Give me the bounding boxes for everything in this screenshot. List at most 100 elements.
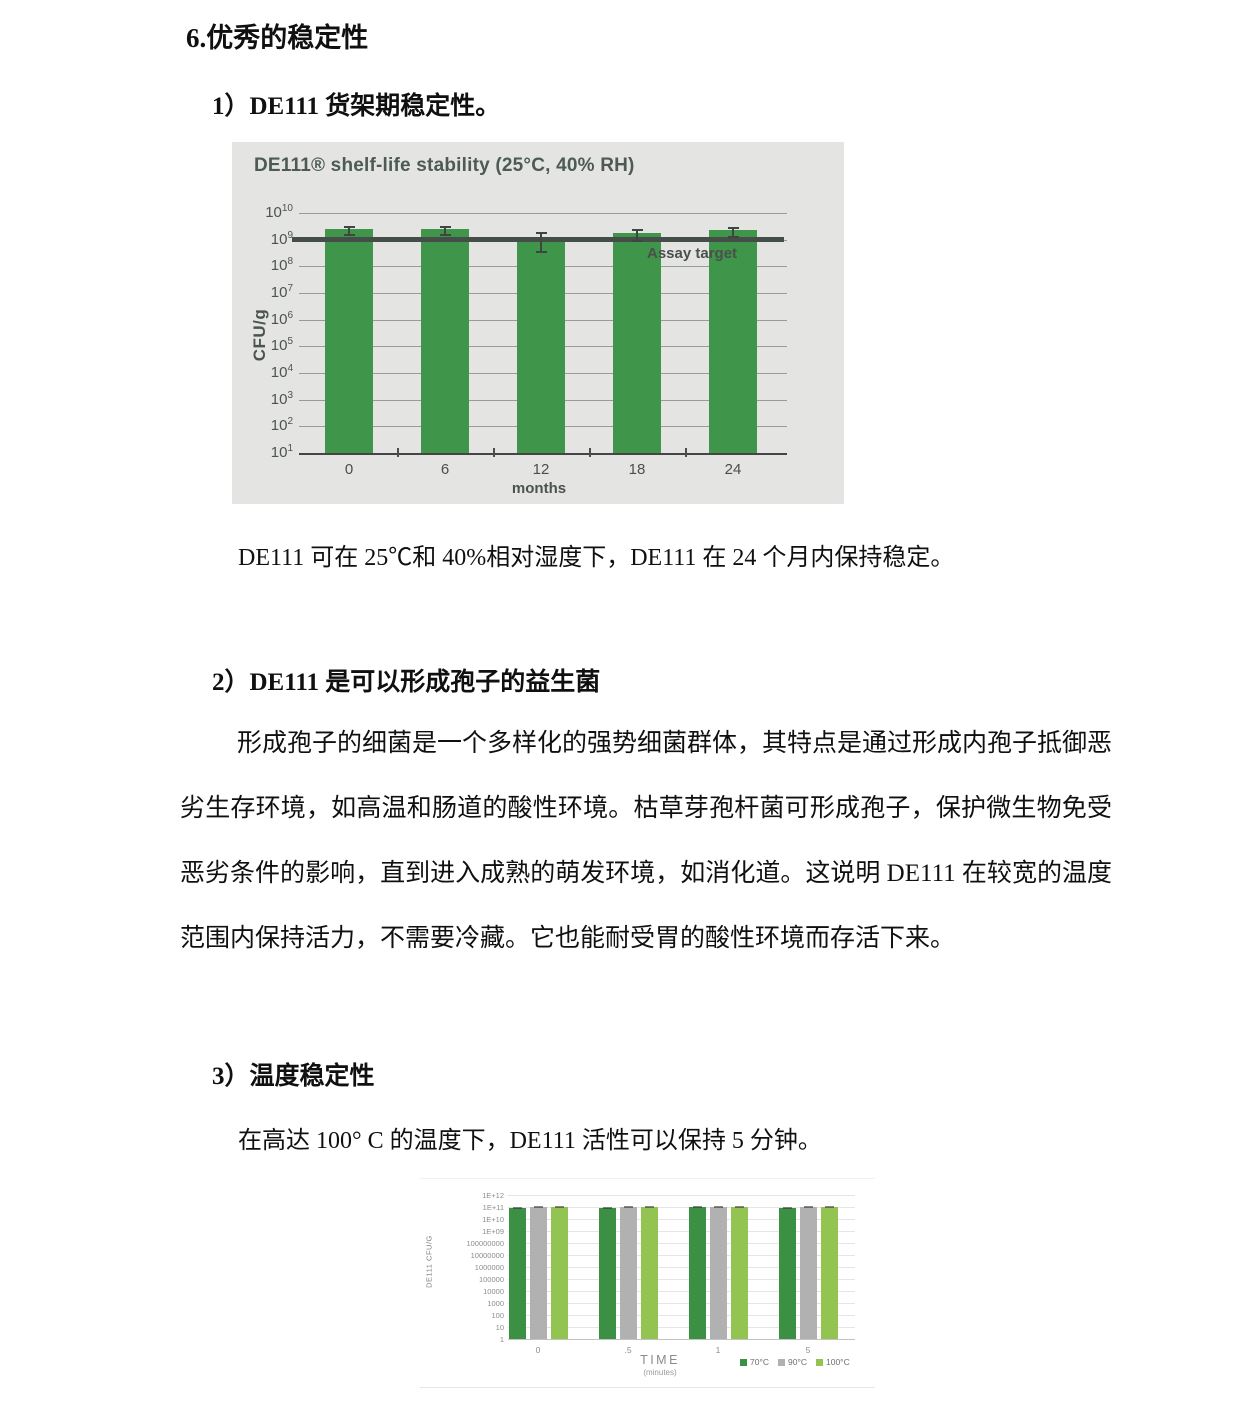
error-cap: [803, 1206, 813, 1208]
error-bar: [535, 232, 547, 253]
legend-label: 90°C: [788, 1357, 807, 1367]
gridline: [299, 213, 787, 214]
x-axis-title: TIME: [640, 1353, 680, 1367]
paragraph-line: 劣生存环境，如高温和肠道的酸性环境。枯草芽孢杆菌可形成孢子，保护微生物免受: [180, 795, 1112, 822]
bar: [529, 1206, 547, 1339]
x-minor-tick: [685, 448, 687, 457]
bar: [508, 1207, 526, 1339]
bar: [550, 1207, 568, 1339]
legend-swatch: [740, 1359, 747, 1366]
x-minor-tick: [397, 448, 399, 457]
y-tick-label: 1000: [487, 1298, 504, 1308]
gridline: [508, 1279, 855, 1280]
subsection-1-heading: 1）DE111 货架期稳定性。: [212, 93, 501, 120]
legend-item: 70°C: [740, 1357, 769, 1367]
assay-target-line: [292, 237, 784, 242]
plot-area: 1E+12 1E+11 1E+10 1E+09 100000000 10000000 100…: [466, 1191, 855, 1355]
x-axis-line: [299, 453, 787, 455]
x-minor-tick: [493, 448, 495, 457]
error-cap: [782, 1207, 792, 1210]
gridline: [508, 1267, 855, 1268]
section-heading: 6.优秀的稳定性: [186, 23, 369, 53]
paragraph-line: 恶劣条件的影响，直到进入成熟的萌发环境，如消化道。这说明 DE111 在较宽的温…: [180, 860, 1112, 887]
x-tick-label: 12: [532, 461, 550, 478]
error-bar: [631, 228, 643, 242]
gridline: [508, 1207, 855, 1208]
y-tick-label: 1E+12: [482, 1190, 504, 1200]
x-tick-label: .5: [624, 1345, 632, 1355]
temperature-stability-chart: DE111 CFU/G 1E+12 1E+11 1E+10 1E+09 10000000…: [420, 1178, 875, 1388]
bar: [517, 239, 565, 453]
legend-swatch: [816, 1359, 823, 1366]
gridline: [508, 1231, 855, 1232]
y-tick-label: 10: [495, 1322, 504, 1332]
y-tick-label: 100000000: [466, 1238, 504, 1248]
subsection-3-heading: 3）温度稳定性: [212, 1063, 375, 1090]
legend-item: 90°C: [778, 1357, 807, 1367]
bar: [421, 228, 469, 453]
legend: 70°C 90°C 100°C: [740, 1357, 850, 1367]
bar: [778, 1208, 796, 1339]
error-cap: [554, 1206, 564, 1209]
y-tick-label: 103: [270, 389, 293, 408]
bar: [730, 1207, 748, 1339]
y-tick-label: 109: [270, 229, 293, 248]
bar: [709, 1207, 727, 1339]
y-tick-label: 107: [270, 283, 293, 301]
y-tick-label: 100000: [478, 1274, 504, 1284]
y-axis-title: DE111 CFU/G: [424, 1235, 434, 1288]
caption-temperature: 在高达 100° C 的温度下，DE111 活性可以保持 5 分钟。: [238, 1128, 822, 1154]
bar: [799, 1207, 817, 1339]
y-tick-label: 10000: [483, 1286, 504, 1296]
paragraph-line: 形成孢子的细菌是一个多样化的强势细菌群体，其特点是通过形成内孢子抵御恶: [237, 730, 1112, 757]
legend-label: 70°C: [750, 1357, 769, 1367]
bar: [598, 1207, 616, 1339]
x-tick-label: 0: [344, 461, 354, 478]
legend-label: 100°C: [826, 1357, 850, 1367]
gridline: [508, 1219, 855, 1220]
x-tick-label: 1: [715, 1345, 721, 1355]
y-tick-label: 1010: [265, 203, 293, 221]
error-cap: [602, 1206, 612, 1209]
y-tick-label: 102: [270, 416, 293, 435]
y-tick-label: 1E+11: [482, 1202, 504, 1212]
x-tick-label: 24: [724, 461, 742, 478]
legend-swatch: [778, 1359, 785, 1366]
gridline: [508, 1255, 855, 1256]
y-tick-label: 1: [499, 1334, 504, 1344]
bar: [613, 232, 661, 453]
y-tick-label: 106: [270, 309, 293, 328]
assay-target-label: Assay target: [647, 245, 738, 262]
error-cap: [512, 1206, 522, 1209]
paragraph-spore-forming: 形成孢子的细菌是一个多样化的强势细菌群体，其特点是通过形成内孢子抵御恶 劣生存环…: [180, 727, 1112, 987]
error-bar: [439, 225, 451, 236]
x-axis-subtitle: (minutes): [643, 1368, 677, 1377]
gridline: [508, 1303, 855, 1304]
x-axis-title: months: [511, 480, 567, 497]
error-bar: [343, 225, 355, 236]
bar: [619, 1207, 637, 1339]
y-tick-label: 104: [270, 363, 293, 381]
x-minor-tick: [589, 448, 591, 457]
x-tick-label: 18: [628, 461, 646, 478]
bar: [820, 1207, 838, 1339]
y-tick-label: 10000000: [470, 1250, 504, 1260]
y-tick-label: 1E+10: [482, 1214, 504, 1224]
error-cap: [623, 1206, 633, 1208]
x-tick-label: 6: [440, 461, 450, 478]
gridline: [508, 1195, 855, 1196]
y-tick-label: 1E+09: [482, 1226, 504, 1236]
gridline: [508, 1291, 855, 1292]
y-tick-label: 108: [270, 256, 293, 275]
gridline: [508, 1327, 855, 1328]
error-cap: [692, 1206, 702, 1209]
x-axis-line: [508, 1339, 855, 1340]
error-cap: [734, 1206, 744, 1209]
y-tick-label: 1000000: [474, 1262, 504, 1272]
legend-item: 100°C: [816, 1357, 850, 1367]
error-cap: [824, 1206, 834, 1209]
gridline: [508, 1315, 855, 1316]
x-tick-label: 5: [805, 1345, 811, 1355]
chart-title: DE111® shelf-life stability (25°C, 40% R…: [254, 155, 635, 176]
